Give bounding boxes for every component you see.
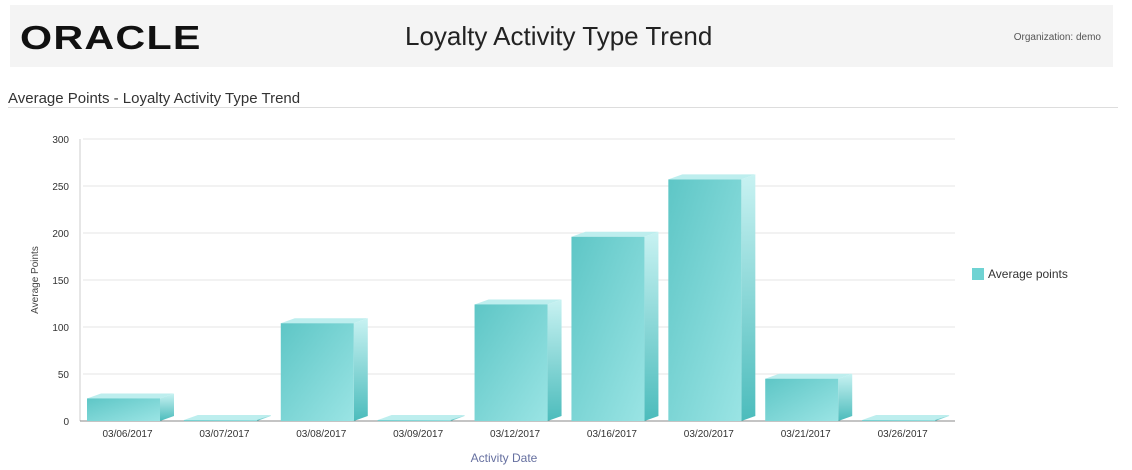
bar-top: [571, 231, 659, 237]
bar-side: [935, 415, 950, 421]
y-tick-label: 50: [58, 370, 70, 381]
x-tick-label: 03/21/2017: [781, 429, 831, 440]
x-tick-label: 03/08/2017: [296, 429, 346, 440]
bar-side: [741, 174, 756, 421]
y-tick-label: 250: [52, 182, 69, 193]
page-title: Loyalty Activity Type Trend: [405, 21, 713, 51]
organization-label: Organization: demo: [1013, 32, 1101, 43]
bar-side: [838, 373, 853, 421]
x-tick-label: 03/06/2017: [102, 429, 152, 440]
header-bar: ORACLE Loyalty Activity Type Trend Organ…: [10, 5, 1113, 67]
bar-top: [765, 373, 853, 379]
x-tick-label: 03/20/2017: [684, 429, 734, 440]
bar-side: [547, 299, 562, 421]
bar-side: [353, 318, 368, 421]
bar-top: [668, 174, 756, 180]
bar-side: [160, 393, 174, 421]
bar-side: [450, 415, 465, 421]
x-tick-label: 03/07/2017: [199, 429, 249, 440]
bar-side: [256, 415, 271, 421]
y-axis-label: Average Points: [30, 246, 41, 314]
legend-swatch: [972, 268, 984, 280]
x-axis-label: Activity Date: [471, 451, 538, 465]
legend-label: Average points: [988, 267, 1068, 281]
y-tick-label: 0: [63, 417, 69, 428]
x-tick-label: 03/16/2017: [587, 429, 637, 440]
bar-top: [280, 318, 368, 324]
bar-top: [862, 415, 950, 421]
bar: [765, 378, 839, 421]
oracle-logo: ORACLE: [20, 19, 202, 56]
x-tick-label: 03/26/2017: [878, 429, 928, 440]
bar-top: [377, 415, 465, 421]
y-tick-label: 150: [52, 276, 69, 287]
bar-top: [87, 393, 174, 399]
bar-side: [644, 231, 659, 421]
section-title: Average Points - Loyalty Activity Type T…: [8, 90, 301, 107]
y-tick-label: 100: [52, 323, 69, 334]
bar: [280, 323, 354, 421]
divider: [8, 107, 1118, 108]
y-tick-label: 300: [52, 135, 69, 146]
bar: [668, 179, 742, 421]
x-tick-label: 03/12/2017: [490, 429, 540, 440]
bar: [862, 420, 936, 422]
y-tick-label: 200: [52, 229, 69, 240]
bar: [87, 398, 160, 421]
bar-top: [474, 299, 562, 305]
bar-top: [183, 415, 271, 421]
bar: [183, 420, 257, 422]
bar: [377, 420, 451, 422]
bar: [474, 304, 548, 421]
bar: [571, 236, 645, 421]
x-tick-label: 03/09/2017: [393, 429, 443, 440]
